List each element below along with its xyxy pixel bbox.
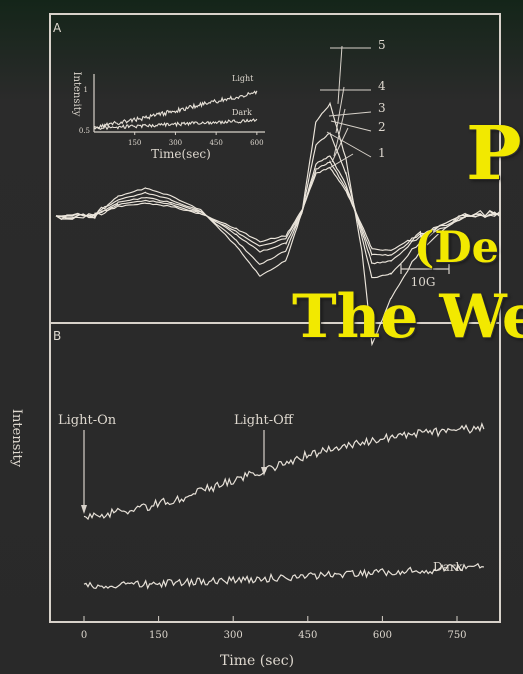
spectrum-label-2: 2 [378,120,386,134]
figure-frame [49,13,501,623]
light-off-label: Light-Off [234,413,295,428]
inset-xtick-label: 300 [169,139,182,147]
panel-b-tick-label: 300 [224,630,243,641]
inset-dark-series [93,118,258,131]
spectrum-label-line-3 [328,111,372,117]
panel-b-chart: Light-On Light-Off Dark 0 150 300 450 600 750 [58,413,485,641]
inset-xtick-label: 600 [250,139,263,147]
panel-b-tick-label: 600 [373,630,392,641]
panel-b-tick-label: 150 [149,630,168,641]
panel-b-tick-label: 0 [81,630,87,641]
spectrum-label-line-2 [330,120,372,132]
panel-b-tick-label: 750 [447,630,466,641]
spectrum-label-line-1 [326,131,372,158]
spectrum-leader-4 [335,86,345,133]
spectrum-leader-5 [337,45,343,104]
inset-light-label: Light [232,74,254,83]
inset-xlabel: Time(sec) [151,147,211,161]
panel-b-xticks: 0 150 300 450 600 750 [81,616,467,641]
inset-ylabel: Intensity [71,72,82,117]
panel-b-label: B [53,329,61,343]
light-on-arrow-head [81,505,87,514]
scale-bar: 10G [400,264,450,289]
epr-spectra: 5 4 3 2 1 [55,38,500,347]
inset-xtick-label: 450 [209,139,222,147]
panel-b-light-series [83,422,485,521]
inset-ytick-05: 0.5 [79,127,90,135]
y-axis-label: Intensity [9,409,24,468]
panel-a-label: A [53,21,62,35]
panel-b-tick-label: 450 [298,630,317,641]
inset-xticks: 150 300 450 600 [128,132,264,147]
spectrum-label-4: 4 [378,79,386,93]
spectrum-label-5: 5 [378,38,386,52]
light-on-label: Light-On [58,413,117,428]
inset-dark-label: Dark [232,108,252,117]
spectrum-label-1: 1 [378,146,386,160]
spectrum-line-5 [55,101,500,347]
inset-xtick-label: 150 [128,139,141,147]
scale-bar-label: 10G [411,275,436,289]
panel-b-dark-series [83,562,485,590]
spectrum-label-3: 3 [378,101,386,115]
inset-ytick-1: 1 [84,86,88,94]
inset-light-series [93,90,258,129]
spectrum-leader-2 [331,127,349,163]
inset-chart: Intensity Time(sec) 1 0.5 150 300 450 600 L… [71,72,265,161]
x-axis-label: Time (sec) [220,653,294,669]
